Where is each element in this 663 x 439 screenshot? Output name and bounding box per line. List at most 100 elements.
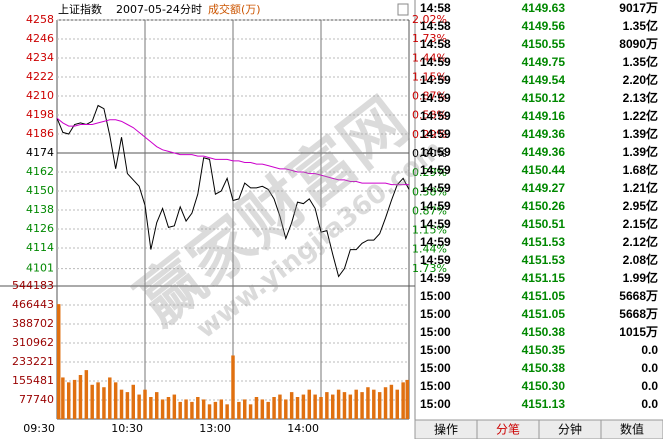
tick-time: 14:59	[420, 55, 451, 69]
tick-amount: 1.35亿	[623, 54, 658, 69]
y2-tick-label: 1.44%	[412, 243, 447, 256]
volume-bar	[131, 384, 135, 419]
tick-price: 4149.36	[522, 145, 566, 159]
y-tick-label: 77740	[19, 393, 54, 406]
y-tick-label: 4234	[26, 51, 54, 64]
x-tick-label: 10:30	[111, 422, 143, 435]
tick-time: 14:59	[420, 271, 451, 285]
y-tick-label: 4114	[26, 241, 54, 254]
tick-price: 4150.38	[522, 361, 566, 375]
volume-bar	[248, 404, 253, 419]
volume-bar	[213, 401, 218, 419]
y2-tick-label: 0.00%	[412, 147, 447, 160]
volume-bar	[295, 397, 300, 419]
y-tick-label: 310962	[12, 336, 54, 349]
tick-price: 4149.56	[522, 19, 566, 33]
volume-bar	[90, 384, 94, 419]
volume-bar	[119, 389, 124, 419]
index-name: 上证指数	[58, 2, 102, 16]
volume-bar	[108, 377, 112, 419]
tab[interactable]: 数值	[620, 422, 644, 437]
volume-bar	[342, 392, 347, 419]
y-tick-label: 466443	[12, 298, 54, 311]
volume-bar	[260, 399, 265, 419]
volume-bar	[184, 399, 188, 419]
y2-tick-label: 0.29%	[412, 166, 447, 179]
tick-time: 15:00	[420, 379, 451, 393]
y2-tick-label: 0.87%	[412, 205, 447, 218]
tick-amount: 8090万	[619, 37, 658, 51]
tick-price: 4149.63	[522, 1, 566, 15]
y-tick-label: 4258	[26, 13, 54, 26]
tick-time: 15:00	[420, 343, 451, 357]
tab[interactable]: 操作	[434, 422, 458, 437]
y2-tick-label: 1.15%	[412, 71, 447, 84]
volume-bar	[254, 397, 259, 419]
volume-bar	[155, 392, 159, 419]
tick-amount: 0.0	[641, 361, 658, 375]
volume-bar	[366, 387, 370, 419]
volume-bar	[237, 401, 241, 419]
y-tick-label: 4101	[26, 262, 54, 275]
volume-bar	[231, 355, 235, 419]
tick-time: 14:59	[420, 127, 451, 141]
volume-bar	[325, 392, 329, 419]
y-tick-label: 4222	[26, 70, 54, 83]
tick-price: 4151.53	[522, 253, 566, 267]
tick-time: 14:58	[420, 19, 451, 33]
y-tick-label: 4186	[26, 127, 54, 140]
tick-amount: 5668万	[619, 289, 658, 303]
volume-bar	[160, 399, 165, 419]
volume-bar	[125, 392, 130, 419]
volume-bar	[307, 389, 311, 419]
tab[interactable]: 分笔	[496, 422, 520, 437]
y-tick-label: 4246	[26, 32, 54, 45]
volume-bar	[389, 384, 394, 419]
tick-price: 4151.53	[522, 235, 566, 249]
tick-price: 4149.36	[522, 127, 566, 141]
tick-time: 14:59	[420, 235, 451, 249]
volume-bar	[166, 397, 171, 419]
volume-bar	[289, 392, 294, 419]
tick-price: 4149.27	[522, 181, 566, 195]
volume-bar	[319, 397, 323, 419]
volume-bar	[383, 387, 388, 419]
volume-bar	[377, 392, 382, 419]
tick-amount: 1015万	[619, 325, 658, 339]
volume-bar	[272, 397, 276, 419]
volume-bar	[284, 399, 288, 419]
tab[interactable]: 分钟	[558, 422, 582, 437]
date: 2007-05-24	[116, 3, 180, 16]
tick-price: 4150.35	[522, 343, 566, 357]
tick-amount: 1.22亿	[623, 108, 658, 123]
y-tick-label: 4174	[26, 146, 54, 159]
tick-amount: 2.12亿	[623, 234, 658, 249]
tick-amount: 5668万	[619, 307, 658, 321]
price-line	[56, 104, 410, 278]
volume-bar	[149, 397, 153, 419]
y-tick-label: 4150	[26, 184, 54, 197]
volume-bar	[201, 399, 206, 419]
volume-bar	[61, 377, 65, 419]
tick-amount: 2.20亿	[623, 72, 658, 87]
y-tick-label: 388702	[12, 317, 54, 330]
volume-bar	[278, 394, 282, 419]
tick-time: 14:58	[420, 37, 451, 51]
tick-price: 4149.75	[522, 55, 566, 69]
y2-tick-label: 1.44%	[412, 51, 447, 64]
tick-price: 4151.05	[522, 289, 566, 303]
volume-bar	[301, 394, 306, 419]
window-button[interactable]	[397, 3, 409, 16]
volume-bar	[372, 389, 376, 419]
volume-bar	[243, 399, 247, 419]
volume-bar	[172, 394, 177, 419]
tick-amount: 1.68亿	[623, 162, 658, 177]
tick-price: 4151.13	[522, 397, 566, 411]
volume-bar	[84, 370, 89, 419]
tick-amount: 1.39亿	[623, 126, 658, 141]
volume-title: 成交额(万)	[208, 2, 261, 16]
volume-bar	[72, 379, 77, 419]
tick-amount: 2.08亿	[623, 252, 658, 267]
y2-tick-label: 0.58%	[412, 185, 447, 198]
